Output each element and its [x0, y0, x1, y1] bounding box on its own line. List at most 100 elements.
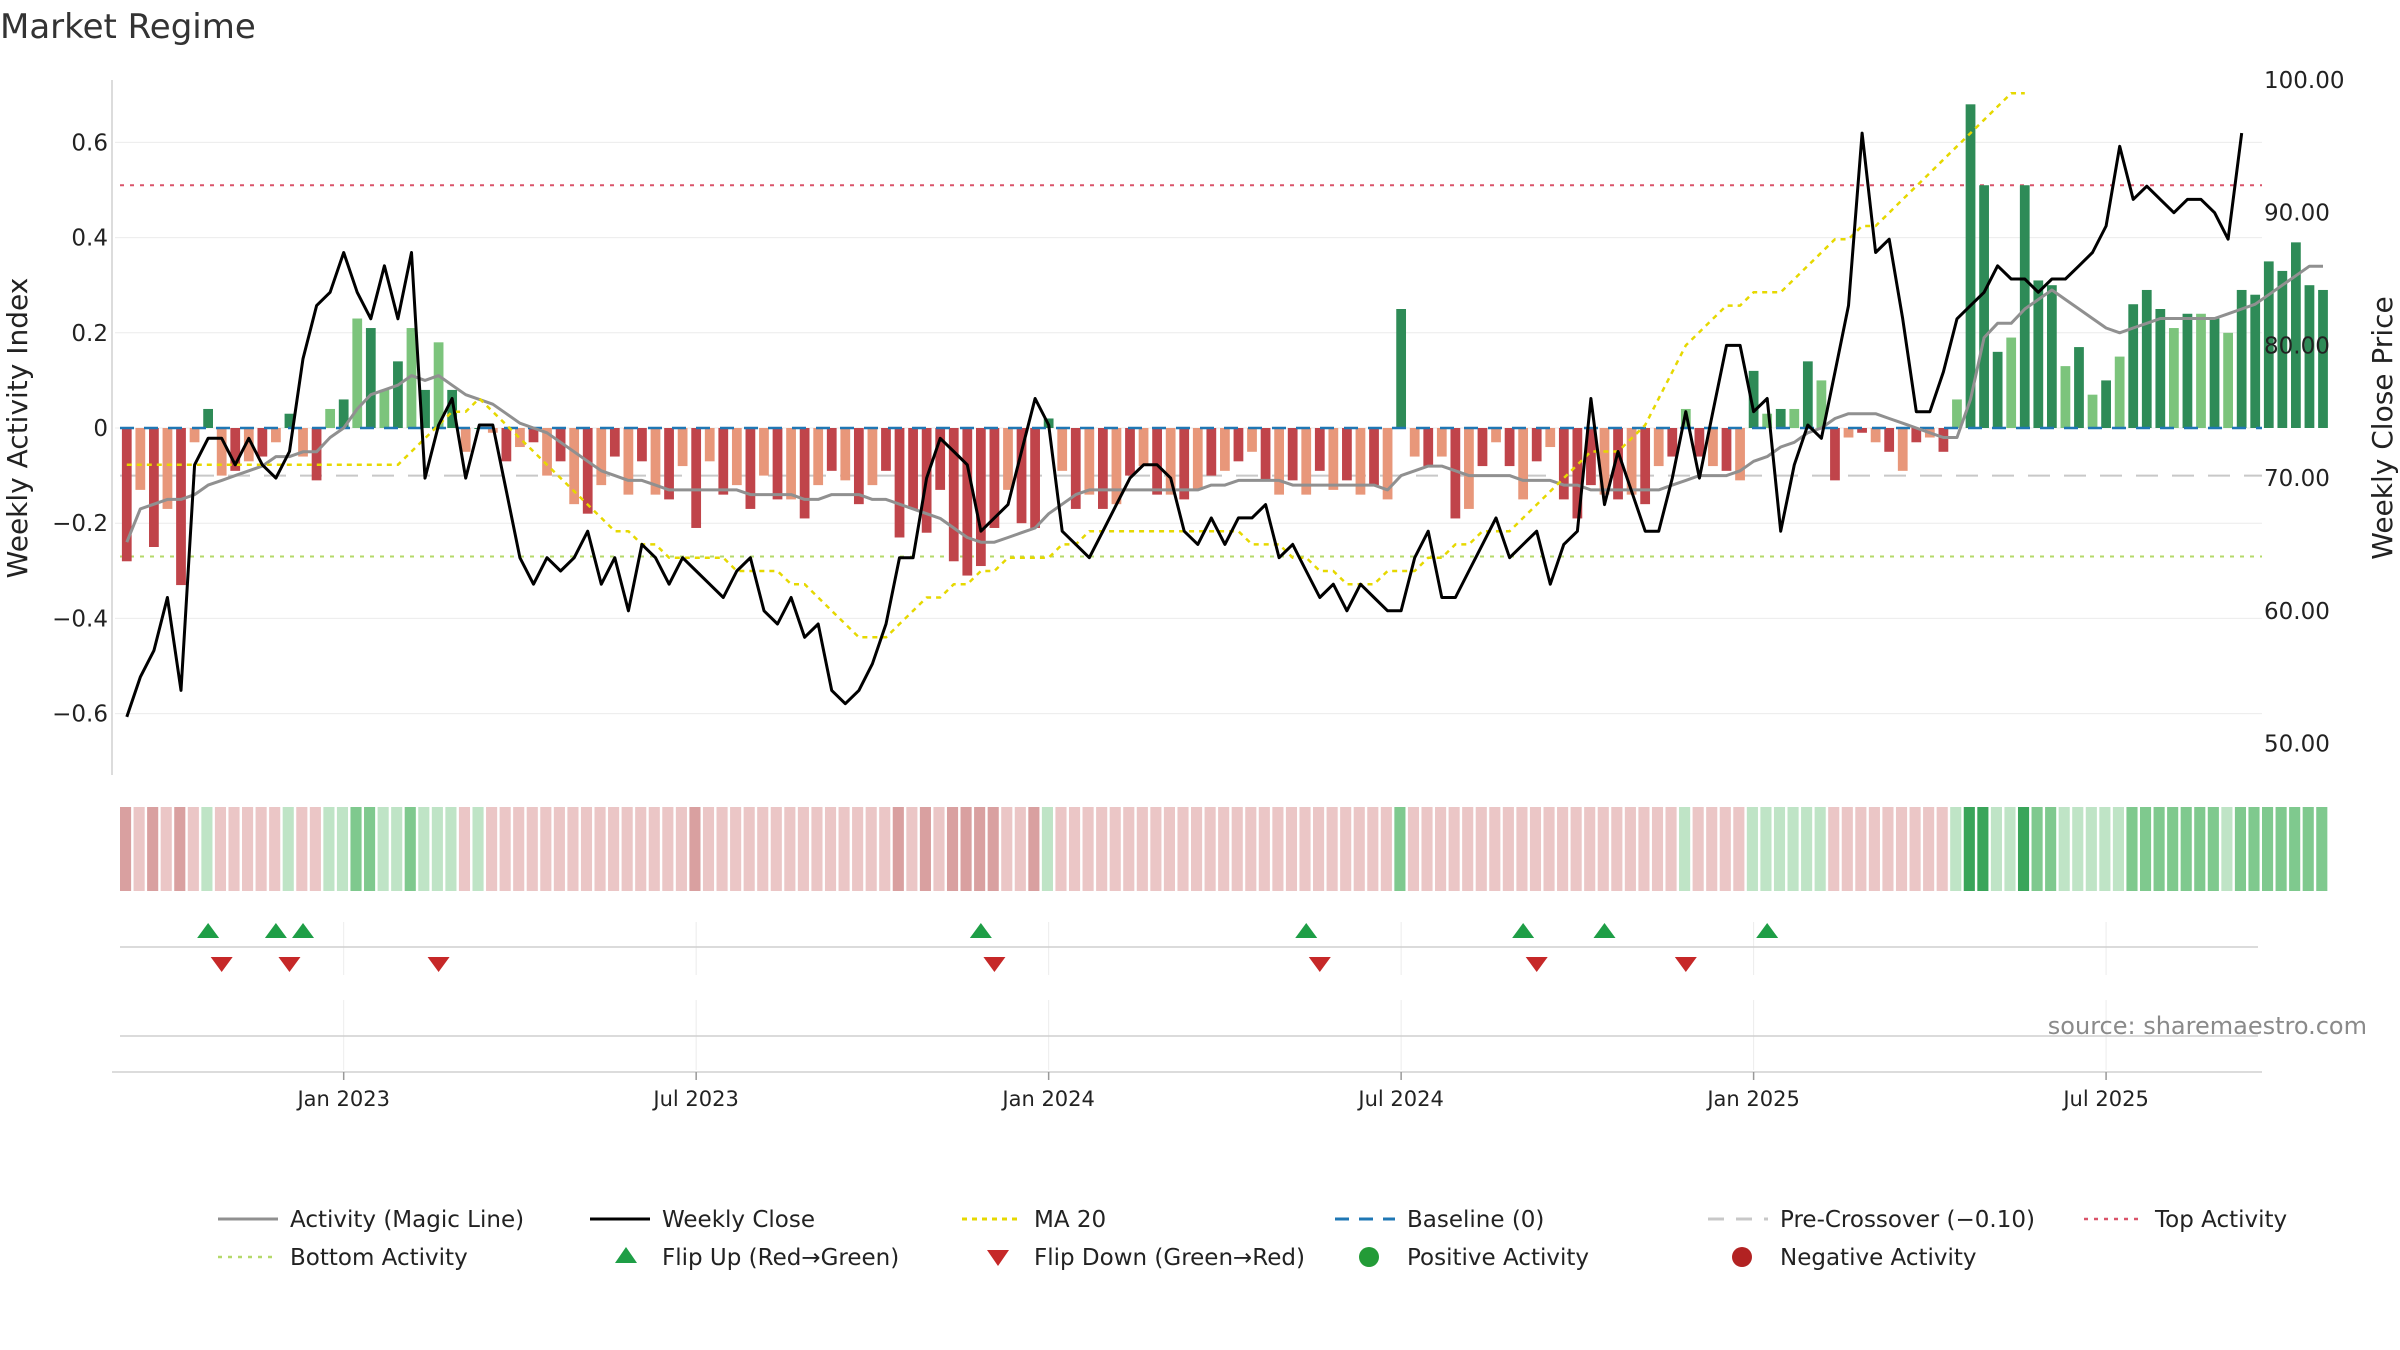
flip-up-marker — [1512, 923, 1535, 938]
regime-cell — [1801, 807, 1813, 891]
activity-bar — [135, 428, 146, 490]
activity-bar — [2128, 304, 2139, 428]
activity-bar — [1030, 428, 1040, 528]
regime-cell — [2248, 807, 2260, 891]
regime-cell — [187, 807, 199, 891]
activity-bar — [1057, 428, 1068, 471]
regime-cell — [1068, 807, 1081, 891]
activity-bar — [1423, 428, 1434, 467]
regime-cell — [282, 807, 294, 891]
regime-cell — [540, 807, 552, 891]
activity-bar — [1382, 428, 1393, 500]
regime-cell — [1109, 807, 1121, 891]
activity-bar — [1748, 370, 1759, 428]
regime-cell — [418, 807, 430, 891]
regime-cell — [852, 807, 864, 891]
activity-bar — [1084, 428, 1095, 495]
activity-bar — [2209, 318, 2220, 428]
legend-label-flip-up: Flip Up (Red→Green) — [662, 1245, 899, 1271]
activity-bar — [1436, 428, 1447, 457]
regime-cell — [1584, 807, 1596, 891]
activity-bar — [1233, 428, 1244, 462]
activity-bar — [1003, 428, 1013, 490]
regime-cell — [1421, 807, 1433, 891]
regime-cell — [499, 807, 511, 891]
activity-bar — [1016, 428, 1027, 524]
regime-cell — [1489, 807, 1501, 891]
regime-cell — [797, 807, 809, 891]
activity-bar — [325, 408, 336, 428]
flip-up-marker — [292, 923, 315, 938]
regime-cell — [1082, 807, 1094, 891]
activity-bar — [1247, 428, 1257, 452]
activity-bar — [840, 428, 851, 481]
right-axis-label: Weekly Close Price — [2366, 296, 2399, 559]
regime-cell — [1638, 807, 1650, 891]
regime-cell — [987, 807, 999, 891]
legend-label-bottom-activity: Bottom Activity — [290, 1245, 468, 1271]
activity-bar — [1911, 428, 1922, 443]
chart-title: Market Regime — [0, 7, 256, 47]
regime-cell — [960, 807, 972, 891]
source-credit: source: sharemaestro.com — [2048, 1012, 2367, 1040]
activity-bar — [1125, 428, 1135, 476]
activity-bar — [121, 428, 132, 562]
regime-cell — [567, 807, 579, 891]
activity-bar — [1965, 104, 1976, 428]
activity-bar — [2019, 185, 2030, 428]
activity-bar — [704, 428, 715, 462]
regime-cell — [513, 807, 525, 891]
activity-bar — [1586, 428, 1596, 486]
regime-cell — [1909, 807, 1921, 891]
activity-bar — [813, 428, 824, 486]
activity-bar — [1314, 428, 1325, 471]
regime-cell — [1692, 807, 1704, 891]
regime-cell — [635, 807, 647, 891]
regime-cell — [621, 807, 633, 891]
regime-cell — [1136, 807, 1148, 891]
regime-cell — [214, 807, 227, 891]
activity-bar — [650, 428, 661, 495]
activity-bar — [962, 428, 973, 576]
right-tick-label: 50.00 — [2264, 731, 2330, 757]
activity-bar — [975, 428, 986, 567]
activity-bar — [271, 428, 281, 443]
activity-bar — [2168, 328, 2179, 428]
regime-cell — [1218, 807, 1230, 891]
regime-cell — [526, 807, 538, 891]
regime-cell — [2275, 807, 2287, 891]
activity-bar — [1558, 428, 1569, 500]
regime-cell — [228, 807, 240, 891]
activity-bar — [2223, 332, 2233, 428]
x-tick-label: Jul 2025 — [2061, 1087, 2148, 1111]
left-tick-label: −0.2 — [52, 511, 108, 537]
regime-cell — [1773, 807, 1786, 891]
regime-cell — [2153, 807, 2165, 891]
regime-cell — [770, 807, 782, 891]
activity-bar — [1328, 428, 1339, 490]
regime-cell — [1936, 807, 1948, 891]
activity-bar — [1464, 428, 1474, 509]
regime-cell — [2058, 807, 2070, 891]
activity-bar — [298, 428, 308, 457]
regime-cell — [120, 807, 132, 891]
regime-cell — [580, 807, 593, 891]
regime-cell — [458, 807, 471, 891]
activity-bar — [1789, 408, 1800, 428]
regime-cell — [1868, 807, 1880, 891]
regime-cell — [2167, 807, 2179, 891]
regime-cell — [404, 807, 416, 891]
regime-cell — [1367, 807, 1379, 891]
activity-bar — [637, 428, 647, 462]
activity-bar — [826, 428, 837, 471]
regime-cell — [1407, 807, 1420, 891]
legend-label-top-activity: Top Activity — [2154, 1207, 2287, 1233]
regime-cell — [2085, 807, 2097, 891]
activity-bar — [1653, 428, 1664, 467]
activity-bar — [569, 428, 580, 505]
activity-bar — [2277, 270, 2288, 428]
regime-cell — [1597, 807, 1609, 891]
activity-bar — [2101, 380, 2111, 428]
flip-down-marker — [1525, 957, 1548, 972]
activity-bar — [664, 428, 674, 500]
